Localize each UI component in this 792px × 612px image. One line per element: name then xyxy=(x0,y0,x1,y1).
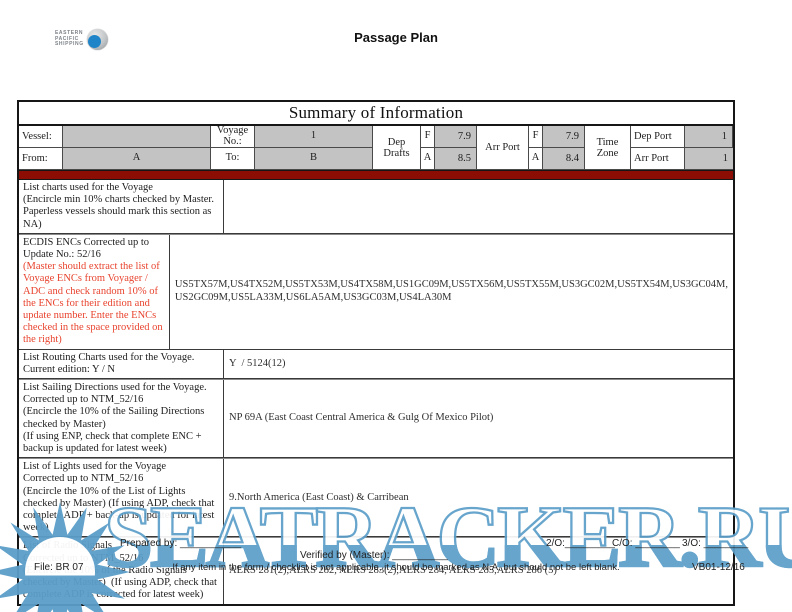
row-label: List charts used for the Voyage (Encircl… xyxy=(19,180,224,233)
verified-by-line: Verified by (Master): __________ xyxy=(300,550,448,561)
summary-header-grid: Vessel: Voyage No.: 1 Dep Drafts F 7.9 A… xyxy=(19,126,733,171)
prepared-by-line: Prepared by: ___________ xyxy=(120,538,242,549)
second-officer-sign-line: 2/O:_________ xyxy=(546,538,615,549)
company-logo: EASTERN PACIFIC SHIPPING xyxy=(55,29,108,50)
row-value: Y / 5124(12) xyxy=(229,357,286,369)
row-label: List of Lights used for the Voyage Corre… xyxy=(19,459,224,537)
company-logo-text: EASTERN PACIFIC SHIPPING xyxy=(55,30,84,48)
dep-draft-aft-label: A xyxy=(421,148,435,170)
row-label-main: ECDIS ENCs Corrected up to Update No.: 5… xyxy=(23,236,152,261)
arr-port-drafts-label: Arr Port xyxy=(477,126,529,170)
row-label-red-note: (Master should extract the list of Voyag… xyxy=(23,261,166,346)
table-row-ecdis-encs: ECDIS ENCs Corrected up to Update No.: 5… xyxy=(19,233,733,350)
third-officer-sign-line: 3/O: ________ xyxy=(682,538,749,549)
arr-draft-aft-label: A xyxy=(529,148,543,170)
table-row-sailing-directions: List Sailing Directions used for the Voy… xyxy=(19,379,733,459)
red-divider-bar xyxy=(19,171,733,180)
dep-drafts-label: Dep Drafts xyxy=(373,126,421,170)
voyage-no-label: Voyage No.: xyxy=(211,126,255,148)
row-label: List Routing Charts used for the Voyage.… xyxy=(19,349,224,379)
row-value: US5TX57M,US4TX52M,US5TX53M,US4TX58M,US1G… xyxy=(174,279,728,303)
arr-draft-aft-value: 8.4 xyxy=(543,148,585,170)
tz-dep-port-label: Dep Port xyxy=(631,126,685,148)
from-value: A xyxy=(63,148,211,170)
sun-watermark-icon xyxy=(0,502,130,612)
page-title: Passage Plan xyxy=(354,30,438,45)
row-value: ALRS 281(2),ALRS 282, ALRS 283(2),ALRS 2… xyxy=(224,538,733,603)
vessel-value xyxy=(63,126,211,148)
table-row-list-of-lights: List of Lights used for the Voyage Corre… xyxy=(19,458,733,538)
tz-dep-port-value: 1 xyxy=(685,126,733,148)
table-row-charts: List charts used for the Voyage (Encircl… xyxy=(19,180,733,234)
voyage-no-value: 1 xyxy=(255,126,373,148)
row-label: ECDIS ENCs Corrected up to Update No.: 5… xyxy=(19,234,170,349)
site-watermark: SEATRACKER.RU xyxy=(103,492,792,582)
dep-draft-fwd-label: F xyxy=(421,126,435,148)
footer-note: If any item in the form / checklist is n… xyxy=(172,562,620,573)
row-value xyxy=(224,180,733,233)
summary-title: Summary of Information xyxy=(19,102,733,126)
from-label: From: xyxy=(19,148,63,170)
arr-draft-fwd-value: 7.9 xyxy=(543,126,585,148)
form-code: VB01-12/16 xyxy=(692,562,745,573)
dep-draft-aft-value: 8.5 xyxy=(435,148,477,170)
dep-draft-fwd-value: 7.9 xyxy=(435,126,477,148)
globe-blue-dot-icon xyxy=(87,35,101,48)
globe-icon xyxy=(86,29,108,50)
vessel-label: Vessel: xyxy=(19,126,63,148)
to-label: To: xyxy=(211,148,255,170)
tz-arr-port-value: 1 xyxy=(685,148,733,170)
table-row-routing-charts: List Routing Charts used for the Voyage.… xyxy=(19,349,733,380)
row-value: 9.North America (East Coast) & Carribean xyxy=(224,459,733,536)
time-zone-label: Time Zone xyxy=(585,126,631,170)
chief-officer-sign-line: C/O: ________ xyxy=(612,538,680,549)
row-label: List Sailing Directions used for the Voy… xyxy=(19,380,224,458)
file-number: File: BR 07 xyxy=(34,562,84,573)
arr-draft-fwd-label: F xyxy=(529,126,543,148)
to-value: B xyxy=(255,148,373,170)
tz-arr-port-label: Arr Port xyxy=(631,148,685,170)
row-value: NP 69A (East Coast Central America & Gul… xyxy=(229,412,494,424)
